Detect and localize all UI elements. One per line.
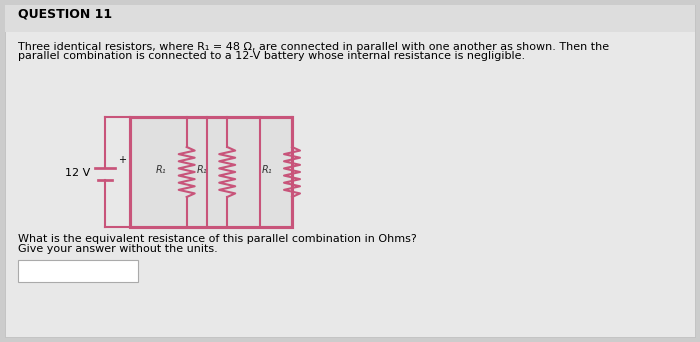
- Text: QUESTION 11: QUESTION 11: [18, 8, 112, 21]
- Text: 12 V: 12 V: [64, 168, 90, 178]
- FancyBboxPatch shape: [5, 5, 695, 32]
- Text: Give your answer without the units.: Give your answer without the units.: [18, 244, 218, 254]
- Text: R₁: R₁: [197, 165, 207, 175]
- Text: What is the equivalent resistance of this parallel combination in Ohms?: What is the equivalent resistance of thi…: [18, 234, 416, 244]
- Text: parallel combination is connected to a 12-V battery whose internal resistance is: parallel combination is connected to a 1…: [18, 51, 525, 61]
- Bar: [18, 260, 138, 282]
- Text: +: +: [118, 155, 126, 165]
- Text: R₁: R₁: [156, 165, 167, 175]
- Bar: [130, 117, 292, 227]
- Text: R₁: R₁: [261, 165, 272, 175]
- Text: Three identical resistors, where R₁ = 48 Ω, are connected in parallel with one a: Three identical resistors, where R₁ = 48…: [18, 42, 609, 52]
- FancyBboxPatch shape: [5, 5, 695, 337]
